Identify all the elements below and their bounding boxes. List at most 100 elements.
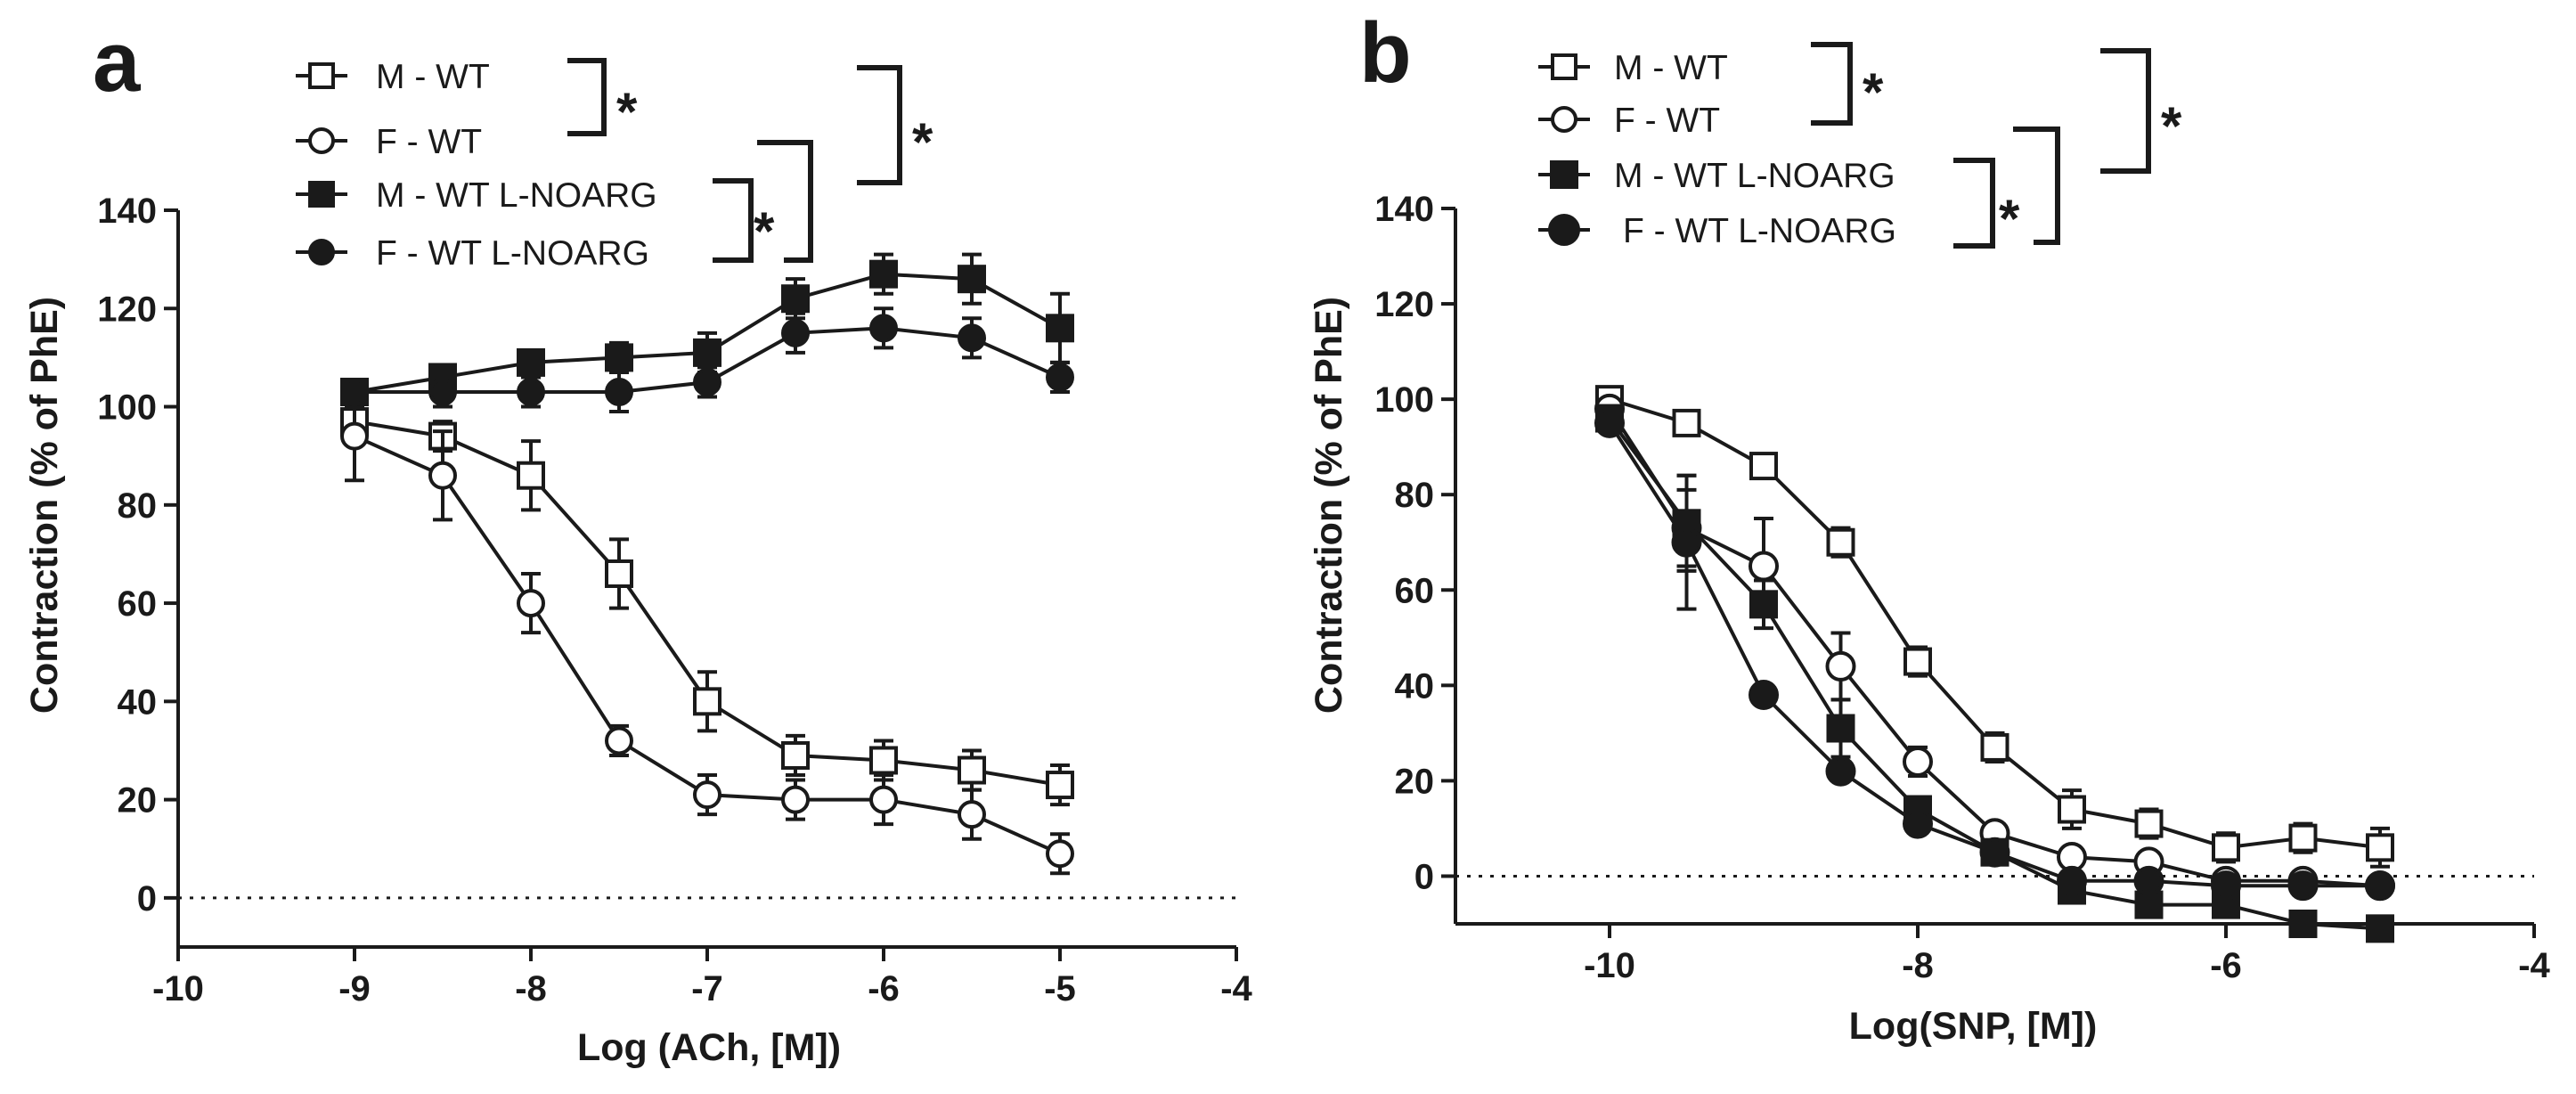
data-point-circle <box>605 377 633 406</box>
panel-b-y-tick-label: 60 <box>1395 571 1435 610</box>
panel-a-x-tick-label: -6 <box>868 969 900 1008</box>
panel-a-legend-item-f-wt: F - WT <box>296 123 482 161</box>
square-filled-marker-icon <box>1550 160 1578 189</box>
panel-a-significance <box>567 58 902 263</box>
panel-b-y-tick-label: 140 <box>1374 190 1434 229</box>
data-point-square <box>2212 833 2240 862</box>
panel-a-y-tick-label: 40 <box>118 682 158 722</box>
panel-b-y-tick-label: 0 <box>1414 857 1434 896</box>
legend-label-f-wt: F - WT <box>376 123 482 161</box>
data-point-circle <box>693 780 721 810</box>
data-point-square <box>2366 833 2394 862</box>
data-point-circle <box>340 377 369 406</box>
data-point-circle <box>1749 551 1779 582</box>
significance-star-3: * <box>912 112 933 172</box>
panel-b-significance <box>1811 42 2151 249</box>
data-point-circle <box>517 589 545 618</box>
data-point-square <box>1046 771 1074 800</box>
panel-b-y-tick-label: 100 <box>1374 380 1434 420</box>
data-point-square <box>958 265 986 294</box>
data-point-square <box>2366 914 2394 943</box>
panel-a-legend-item-m-noarg: M - WT L-NOARG <box>296 176 657 215</box>
bracket-wt-icon <box>1811 42 1853 126</box>
series-line <box>1608 407 2381 888</box>
bracket-noarg-icon <box>713 178 754 263</box>
bracket-all-icon <box>857 65 902 185</box>
panel-b-y-tick-label: 20 <box>1395 762 1435 801</box>
data-point-circle <box>1046 839 1074 869</box>
panel-b-legend-item-f-wt: F - WT <box>1538 102 1720 140</box>
data-point-square <box>1672 408 1701 437</box>
square-open-marker-icon <box>308 62 335 89</box>
data-point-circle <box>958 800 986 829</box>
data-point-square <box>2288 823 2318 853</box>
data-point-circle <box>781 318 810 347</box>
data-point-square <box>958 755 986 785</box>
panel-b-series-f-wt <box>1594 393 2395 902</box>
panel-b-x-tick-label: -8 <box>1902 946 1934 985</box>
data-point-circle <box>2287 870 2319 902</box>
series-line <box>1609 397 2381 850</box>
data-point-circle <box>869 785 898 814</box>
panel-a-x-tick-label: -9 <box>338 969 371 1008</box>
data-point-circle <box>2211 870 2241 902</box>
data-point-circle <box>781 785 810 814</box>
legend-label-m-wt: M - WT <box>376 58 490 96</box>
panel-b: b M - WT F - WT M - WT L-NOARG F - W <box>1308 5 2551 1048</box>
circle-filled-marker-icon <box>308 239 335 265</box>
panel-a-y-tick-label: 0 <box>137 879 157 918</box>
data-point-square <box>1749 452 1778 481</box>
data-point-circle <box>2365 870 2395 902</box>
data-point-square <box>2134 809 2164 838</box>
panel-b-legend-item-f-noarg: F - WT L-NOARG <box>1538 212 1896 250</box>
panel-a-x-tick-label: -5 <box>1044 969 1076 1008</box>
data-point-square <box>869 259 898 289</box>
data-point-circle <box>340 421 369 451</box>
panel-b-series-f-wt-l-noarg <box>1594 407 2395 902</box>
panel-a-x-axis-title: Log (ACh, [M]) <box>577 1026 841 1069</box>
significance-star-2: * <box>754 201 775 261</box>
data-point-circle <box>958 323 986 353</box>
panel-a-legend-item-m-wt: M - WT <box>296 58 490 96</box>
data-point-square <box>693 338 721 367</box>
panel-a-y-tick-label: 120 <box>97 290 157 329</box>
square-filled-marker-icon <box>308 181 335 208</box>
legend-label-m-noarg: M - WT L-NOARG <box>1614 157 1895 195</box>
data-point-square <box>605 559 633 588</box>
bracket-m-icon <box>757 140 813 263</box>
circle-open-marker-icon <box>308 127 335 154</box>
legend-label-f-wt: F - WT <box>1614 102 1720 140</box>
data-point-circle <box>1979 837 2010 868</box>
data-point-circle <box>1903 746 1933 777</box>
bracket-m-icon <box>2013 127 2060 245</box>
panel-b-x-tick-label: -10 <box>1584 946 1635 985</box>
panel-a-x-tick-label: -7 <box>691 969 723 1008</box>
bracket-all-icon <box>2100 48 2151 174</box>
legend-label-f-noarg: F - WT L-NOARG <box>376 234 649 273</box>
panel-a-y-axis-title: Contraction (% of PhE) <box>23 297 66 714</box>
data-point-circle <box>428 377 457 406</box>
legend-label-m-wt: M - WT <box>1614 49 1728 87</box>
panel-a-y-tick-label: 60 <box>118 584 158 624</box>
significance-star-2: * <box>1999 189 2020 249</box>
data-point-circle <box>1749 680 1779 711</box>
legend-label-m-noarg: M - WT L-NOARG <box>376 176 657 215</box>
panel-a-letter: a <box>93 14 141 110</box>
panel-b-x-axis-title: Log(SNP, [M]) <box>1849 1005 2098 1048</box>
panel-a-x-tick-label: -4 <box>1220 969 1252 1008</box>
panel-b-x-tick-label: -6 <box>2210 946 2242 985</box>
panel-a-y-tick-label: 140 <box>97 192 157 231</box>
data-point-square <box>1980 732 2009 762</box>
data-point-square <box>2288 910 2318 938</box>
data-point-square <box>1903 647 1932 676</box>
panel-a-y-tick-label: 80 <box>118 486 158 526</box>
panel-a-y-tick-label: 100 <box>97 388 157 428</box>
data-point-circle <box>517 377 545 406</box>
panel-b-series-m-wt <box>1595 385 2394 869</box>
data-point-circle <box>1046 363 1074 392</box>
data-point-square <box>1749 590 1778 619</box>
series-line <box>1608 421 2380 888</box>
legend-label-f-noarg: F - WT L-NOARG <box>1623 212 1896 250</box>
data-point-square <box>1826 527 1855 557</box>
data-point-square <box>1046 314 1074 343</box>
